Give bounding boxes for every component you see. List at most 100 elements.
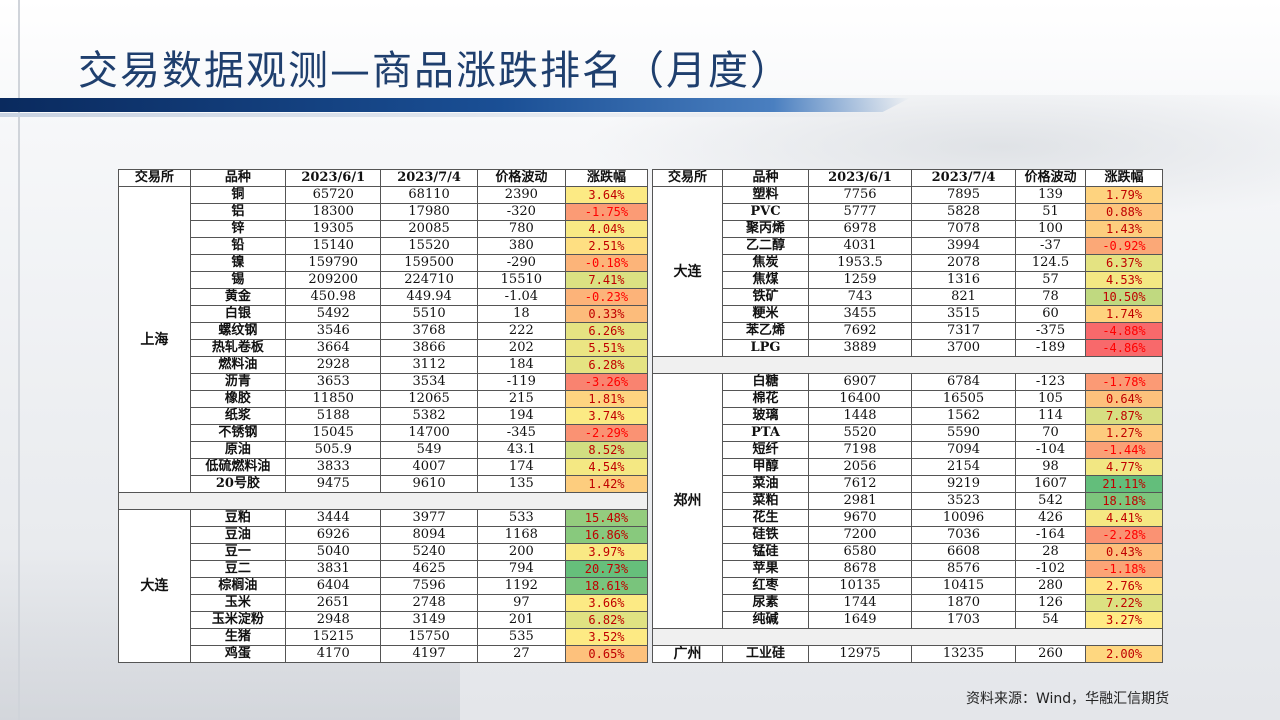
exchange-cell: 广州: [652, 645, 723, 663]
pct-change-cell: 6.26%: [564, 322, 649, 340]
pct-change-cell: 1.43%: [1085, 220, 1163, 238]
price-end-cell: 821: [911, 288, 1016, 306]
table-row: 不锈钢 15045 14700 -345 -2.29%: [119, 424, 649, 442]
price-end-cell: 3866: [380, 339, 478, 357]
commodity-name-cell: 棉花: [722, 390, 809, 408]
pct-change-cell: 3.97%: [564, 543, 649, 561]
price-change-cell: 124.5: [1015, 254, 1086, 272]
price-start-cell: 209200: [285, 271, 382, 289]
price-change-cell: 1168: [476, 526, 566, 544]
commodity-name-cell: 燃料油: [189, 356, 287, 374]
price-start-cell: 1744: [808, 594, 912, 612]
pct-change-cell: 6.82%: [564, 611, 649, 629]
price-end-cell: 3523: [911, 492, 1016, 510]
price-change-cell: 201: [476, 611, 566, 629]
price-start-cell: 6580: [808, 543, 912, 561]
price-start-cell: 505.9: [285, 441, 382, 459]
price-end-cell: 20085: [380, 220, 478, 238]
commodity-name-cell: 玉米: [189, 594, 287, 612]
price-change-cell: 174: [476, 458, 566, 476]
price-start-cell: 7756: [808, 186, 912, 204]
price-change-cell: 135: [476, 475, 566, 493]
table-row: 棉花 16400 16505 105 0.64%: [653, 390, 1163, 408]
table-row: 镍 159790 159500 -290 -0.18%: [119, 254, 649, 272]
price-end-cell: 12065: [380, 390, 478, 408]
table-row: 粳米 3455 3515 60 1.74%: [653, 305, 1163, 323]
table-row: 锰硅 6580 6608 28 0.43%: [653, 543, 1163, 561]
price-change-cell: -375: [1015, 322, 1086, 340]
price-change-cell: -37: [1015, 237, 1086, 255]
price-change-cell: 533: [476, 509, 566, 527]
price-change-cell: -164: [1015, 526, 1086, 544]
pct-change-cell: 2.76%: [1085, 577, 1163, 595]
commodity-name-cell: 豆粕: [189, 509, 287, 527]
commodity-name-cell: 玻璃: [722, 407, 809, 425]
table-row: 锡 209200 224710 15510 7.41%: [119, 271, 649, 289]
price-start-cell: 6926: [285, 526, 382, 544]
pct-change-cell: 3.64%: [564, 186, 649, 204]
price-change-cell: -1.04: [476, 288, 566, 306]
table-row: 铅 15140 15520 380 2.51%: [119, 237, 649, 255]
commodity-name-cell: 聚丙烯: [722, 220, 809, 238]
table-body-left: 上海铜 65720 68110 2390 3.64% 铝 18300 17980 -320 -1.…: [118, 186, 649, 663]
price-start-cell: 5520: [808, 424, 912, 442]
commodity-name-cell: 红枣: [722, 577, 809, 595]
commodity-name-cell: 铝: [189, 203, 287, 221]
price-change-cell: 794: [476, 560, 566, 578]
table-row: 尿素 1744 1870 126 7.22%: [653, 594, 1163, 612]
table-row: 菜油 7612 9219 1607 21.11%: [653, 475, 1163, 493]
pct-change-cell: -2.28%: [1085, 526, 1163, 544]
table-row: 生猪 15215 15750 535 3.52%: [119, 628, 649, 646]
commodity-name-cell: 尿素: [722, 594, 809, 612]
price-end-cell: 6784: [911, 373, 1016, 391]
price-end-cell: 3515: [911, 305, 1016, 323]
price-end-cell: 3112: [380, 356, 478, 374]
table-row: 上海铜 65720 68110 2390 3.64%: [118, 186, 649, 493]
price-change-cell: -119: [476, 373, 566, 391]
price-change-cell: 15510: [476, 271, 566, 289]
pct-change-cell: 2.51%: [564, 237, 649, 255]
price-end-cell: 10096: [911, 509, 1016, 527]
header-cell: 交易所: [118, 169, 191, 187]
exchange-cell: 大连: [652, 186, 723, 357]
price-change-cell: 1607: [1015, 475, 1086, 493]
price-start-cell: 1649: [808, 611, 912, 629]
pct-change-cell: 4.04%: [564, 220, 649, 238]
pct-change-cell: -4.86%: [1085, 339, 1163, 357]
pct-change-cell: 0.33%: [564, 305, 649, 323]
table-row: 纸浆 5188 5382 194 3.74%: [119, 407, 649, 425]
commodity-table-left: 交易所 品种 2023/6/1 2023/7/4 价格波动 涨跌幅 上海铜 65720 681…: [118, 169, 649, 663]
price-end-cell: 3149: [380, 611, 478, 629]
table-row: 燃料油 2928 3112 184 6.28%: [119, 356, 649, 374]
price-end-cell: 7895: [911, 186, 1016, 204]
pct-change-cell: 2.00%: [1085, 645, 1163, 663]
pct-change-cell: -4.88%: [1085, 322, 1163, 340]
pct-change-cell: 4.41%: [1085, 509, 1163, 527]
slide-left-border: [18, 0, 20, 720]
header-cell: 2023/6/1: [808, 169, 912, 187]
price-change-cell: 184: [476, 356, 566, 374]
commodity-name-cell: 焦炭: [722, 254, 809, 272]
commodity-name-cell: PVC: [722, 203, 809, 221]
pct-change-cell: 4.77%: [1085, 458, 1163, 476]
price-change-cell: 54: [1015, 611, 1086, 629]
pct-change-cell: 1.74%: [1085, 305, 1163, 323]
pct-change-cell: 18.18%: [1085, 492, 1163, 510]
header-row: 交易所 品种 2023/6/1 2023/7/4 价格波动 涨跌幅: [118, 169, 649, 187]
table-row: 铝 18300 17980 -320 -1.75%: [119, 203, 649, 221]
table-row: 鸡蛋 4170 4197 27 0.65%: [119, 645, 649, 663]
price-change-cell: -320: [476, 203, 566, 221]
price-start-cell: 10135: [808, 577, 912, 595]
table-row: 豆一 5040 5240 200 3.97%: [119, 543, 649, 561]
title-underline-shadow: [0, 113, 900, 117]
price-start-cell: 15215: [285, 628, 382, 646]
exchange-cell: 上海: [118, 186, 191, 493]
pct-change-cell: 6.37%: [1085, 254, 1163, 272]
commodity-name-cell: 热轧卷板: [189, 339, 287, 357]
price-change-cell: 200: [476, 543, 566, 561]
price-change-cell: 1192: [476, 577, 566, 595]
price-change-cell: 535: [476, 628, 566, 646]
table-header-right: 交易所 品种 2023/6/1 2023/7/4 价格波动 涨跌幅: [652, 169, 1163, 187]
price-start-cell: 8678: [808, 560, 912, 578]
table-row: 苹果 8678 8576 -102 -1.18%: [653, 560, 1163, 578]
